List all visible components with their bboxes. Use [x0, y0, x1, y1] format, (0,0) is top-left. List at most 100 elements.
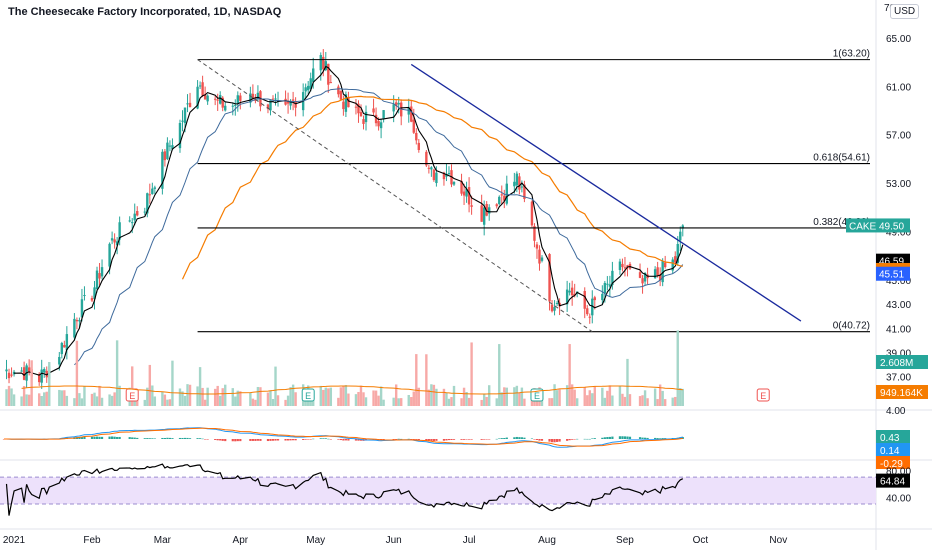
volume-bar: [382, 399, 385, 406]
macd-hist-bar: [533, 439, 536, 440]
candle-body: [319, 55, 322, 71]
macd-hist-bar: [656, 438, 659, 439]
macd-hist-bar: [146, 438, 149, 439]
candle-body: [462, 191, 466, 196]
candle-body: [339, 90, 343, 100]
candle-body: [658, 274, 662, 281]
volume-bar: [427, 389, 431, 406]
candle-body: [304, 87, 307, 92]
macd-hist-bar: [171, 438, 174, 439]
volume-bar: [575, 398, 579, 406]
macd-hist-bar: [467, 439, 471, 440]
volume-bar: [27, 394, 31, 406]
volume-bar: [20, 396, 23, 406]
volume-bar: [565, 385, 569, 406]
volume-bar: [78, 393, 81, 406]
volume-bar: [65, 395, 69, 406]
volume-bar: [48, 362, 51, 406]
macd-hist-bar: [266, 439, 270, 442]
volume-bar: [394, 384, 398, 406]
price-tick-label: 49.00: [886, 227, 911, 238]
candle-body: [565, 289, 569, 305]
volume-bar: [45, 391, 48, 406]
time-tick-label: Mar: [154, 535, 172, 546]
volume-bar: [359, 385, 363, 406]
macd-hist-bar: [427, 439, 430, 441]
macd-hist-bar: [284, 439, 287, 441]
rsi-line: [5, 463, 684, 516]
macd-hist-bar: [128, 437, 131, 439]
volume-bar: [90, 393, 94, 406]
volume-bar: [322, 389, 325, 406]
candle-body: [234, 104, 237, 106]
candle-body: [201, 82, 204, 96]
macd-hist-bar: [236, 439, 239, 442]
macd-hist-bar: [659, 438, 662, 439]
volume-label-text: 2.608M: [880, 358, 913, 369]
volume-bar: [73, 398, 76, 406]
price-tick-label: 65.00: [886, 34, 911, 45]
volume-bar: [249, 392, 252, 406]
macd-hist-bar: [593, 438, 596, 439]
volume-bar: [118, 385, 121, 406]
candle-body: [410, 106, 413, 122]
symbol-tag-text: CAKE: [849, 221, 877, 232]
volume-bar: [480, 399, 483, 406]
candle-body: [5, 369, 8, 372]
macd-hist-bar: [289, 439, 292, 441]
candle-body: [550, 304, 554, 312]
candle-body: [663, 262, 667, 268]
volume-bar: [239, 391, 242, 406]
candle-body: [523, 184, 526, 199]
currency-button[interactable]: USD: [890, 4, 920, 19]
candle-body: [500, 194, 503, 196]
candle-body: [606, 283, 609, 285]
volume-bar: [324, 387, 327, 406]
macd-hist-bar: [231, 439, 234, 442]
candle-body: [679, 231, 682, 241]
volume-bar: [286, 395, 290, 406]
volume-bar: [372, 390, 375, 406]
candle-body: [63, 344, 66, 348]
candle-body: [83, 295, 86, 297]
macd-label-bg: [876, 430, 910, 443]
volume-bar: [663, 399, 667, 406]
time-tick-label: Oct: [693, 535, 709, 546]
volume-bar: [362, 392, 365, 406]
macd-hist-bar: [568, 439, 571, 441]
volume-bar: [22, 386, 26, 406]
candle-body: [327, 63, 330, 85]
candle-body: [306, 85, 310, 91]
macd-hist-bar: [485, 439, 488, 440]
macd-label-bg: [876, 443, 910, 456]
volume-bar: [638, 396, 642, 406]
macd-hist-bar: [638, 437, 642, 439]
candle-body: [417, 142, 421, 150]
macd-hist-bar: [447, 439, 451, 441]
volume-bar: [216, 385, 219, 406]
macd-hist-bar: [347, 439, 350, 441]
volume-bar: [608, 385, 612, 406]
candle-body: [143, 211, 146, 213]
candle-body: [337, 86, 340, 95]
macd-hist-bar: [239, 439, 242, 442]
volume-bar: [641, 395, 644, 406]
price-label-bg: [876, 218, 910, 233]
volume-bar: [153, 396, 157, 406]
volume-bar: [236, 390, 240, 406]
volume-bar: [450, 397, 453, 406]
volume-bar: [583, 386, 586, 406]
candle-body: [618, 261, 622, 270]
macd-hist-bar: [576, 438, 579, 440]
volume-bar: [80, 398, 84, 406]
macd-hist-bar: [397, 438, 400, 440]
macd-hist-bar: [312, 438, 315, 440]
candle-body: [284, 98, 287, 105]
macd-hist-bar: [661, 438, 664, 439]
volume-bar: [291, 384, 295, 406]
volume-bar: [470, 342, 473, 406]
macd-hist-bar: [100, 436, 104, 439]
candle-body: [535, 244, 539, 249]
earnings-marker: [756, 388, 770, 402]
